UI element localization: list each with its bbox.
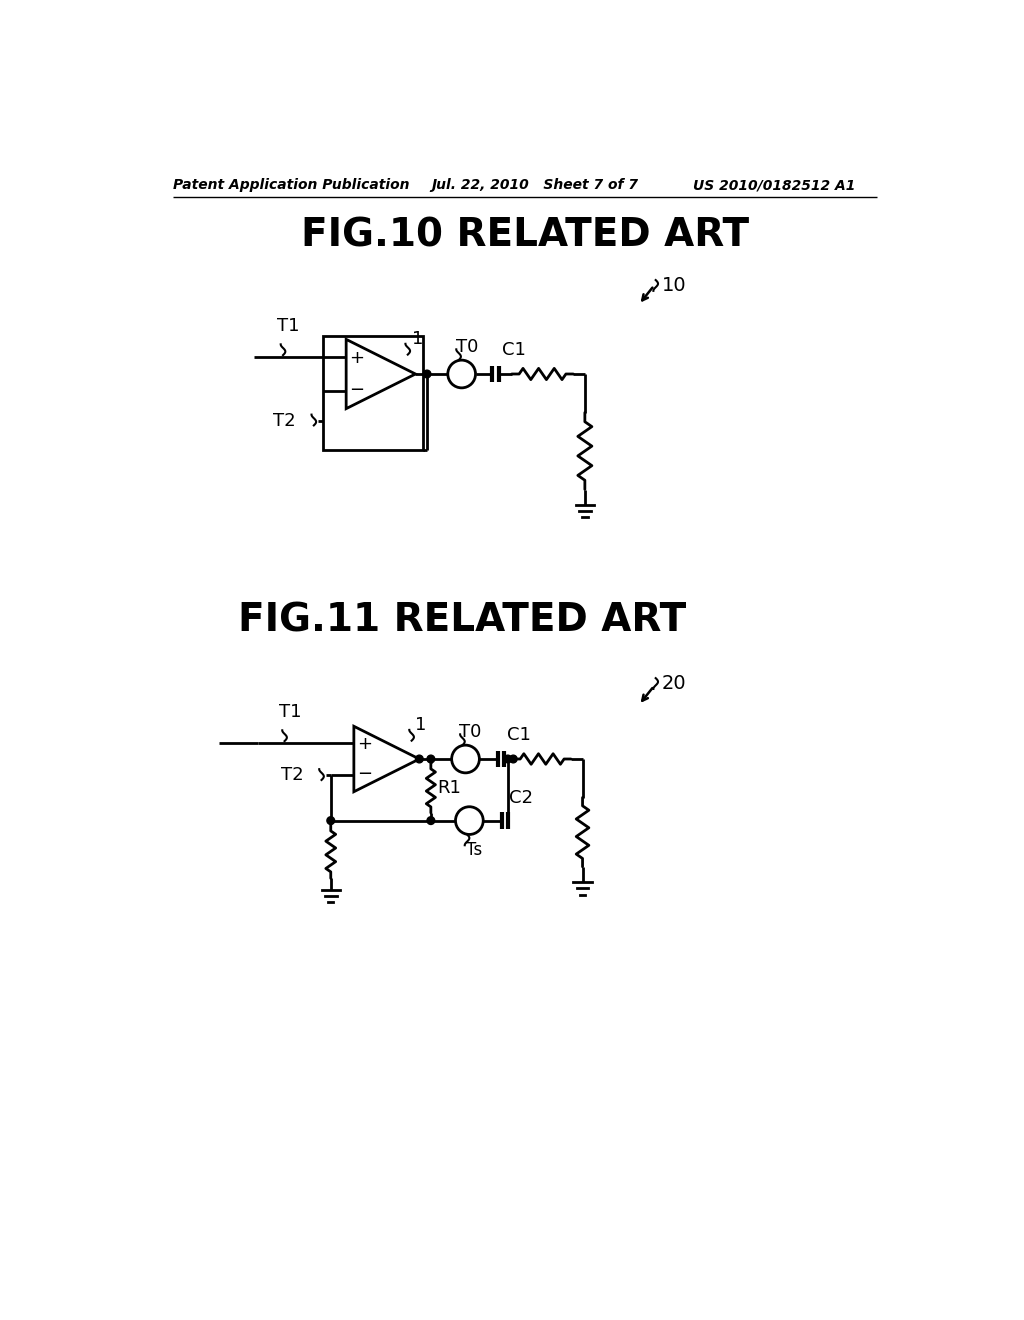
Text: +: + [357,735,372,752]
Text: FIG.10 RELATED ART: FIG.10 RELATED ART [301,216,749,255]
Text: 1: 1 [412,330,423,347]
Circle shape [416,755,423,763]
Text: Patent Application Publication: Patent Application Publication [173,178,410,193]
Text: Ts: Ts [466,841,481,858]
Text: R1: R1 [437,779,461,797]
Text: Jul. 22, 2010   Sheet 7 of 7: Jul. 22, 2010 Sheet 7 of 7 [431,178,638,193]
Bar [323,335,423,450]
Text: T2: T2 [282,767,304,784]
Text: −: − [349,381,365,399]
Circle shape [504,755,512,763]
Circle shape [427,817,435,825]
Text: +: + [349,348,365,367]
Text: 20: 20 [662,675,686,693]
Text: 10: 10 [662,276,686,294]
Text: T1: T1 [276,317,299,335]
Text: C2: C2 [509,789,534,807]
Text: C1: C1 [502,341,525,359]
Text: T2: T2 [273,412,296,430]
Text: T0: T0 [456,338,478,355]
Circle shape [327,817,335,825]
Text: C1: C1 [507,726,531,743]
Circle shape [456,807,483,834]
Circle shape [452,744,479,774]
Circle shape [447,360,475,388]
Circle shape [427,755,435,763]
Text: 1: 1 [416,717,427,734]
Text: T0: T0 [460,722,481,741]
Text: FIG.11 RELATED ART: FIG.11 RELATED ART [238,602,686,639]
Circle shape [423,370,431,378]
Text: T1: T1 [280,704,302,721]
Text: US 2010/0182512 A1: US 2010/0182512 A1 [692,178,855,193]
Circle shape [509,755,517,763]
Text: −: − [357,766,372,783]
